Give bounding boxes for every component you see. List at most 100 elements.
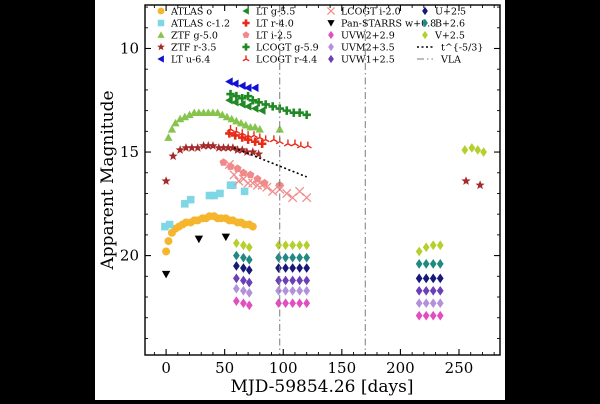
data-point xyxy=(243,91,253,101)
legend-label: LCOGT g-5.9 xyxy=(256,43,319,54)
data-point xyxy=(480,147,487,157)
data-point xyxy=(255,125,265,133)
data-point xyxy=(229,181,237,189)
legend-label: t^{-5/3} xyxy=(441,43,483,54)
series-3 xyxy=(161,141,485,190)
y-tick-label: 20 xyxy=(120,247,139,265)
legend-item: UVW1+2.5 xyxy=(328,55,395,66)
data-point xyxy=(240,275,247,286)
data-point xyxy=(227,114,236,123)
legend-label: LT i-2.5 xyxy=(256,31,292,42)
legend-item: ZTF r-3.5 xyxy=(157,43,216,54)
data-point xyxy=(289,285,296,296)
data-point xyxy=(237,145,247,154)
data-point xyxy=(296,275,304,286)
legend-item: ZTF g-5.0 xyxy=(157,31,218,42)
legend-label: B+2.6 xyxy=(435,19,465,30)
data-point xyxy=(461,145,469,155)
data-point xyxy=(422,285,430,296)
data-point xyxy=(164,237,173,246)
legend-item: LT g-5.5 xyxy=(242,7,295,18)
axis-ticks: 0 50 100 150 200 250 10 15 20 xyxy=(120,5,500,377)
data-point xyxy=(461,176,471,185)
data-point xyxy=(242,147,252,156)
legend-label: UVW1+2.5 xyxy=(341,55,395,66)
data-point xyxy=(415,285,423,296)
data-point xyxy=(162,247,171,256)
legend-item: UVM2+3.5 xyxy=(328,43,395,54)
data-point xyxy=(248,96,257,105)
data-point xyxy=(185,110,194,119)
legend-label: LT r-4.0 xyxy=(256,19,294,30)
data-point xyxy=(429,310,437,321)
data-point xyxy=(203,141,213,150)
data-point xyxy=(250,137,260,146)
data-point xyxy=(161,270,171,279)
data-point xyxy=(186,195,195,204)
data-point xyxy=(429,298,437,309)
data-point xyxy=(302,192,312,203)
data-point xyxy=(243,178,253,188)
data-point xyxy=(208,141,218,150)
data-point xyxy=(249,131,258,139)
data-point xyxy=(175,145,185,154)
data-point xyxy=(221,233,231,242)
axes-frame xyxy=(144,4,501,356)
data-point xyxy=(193,143,203,152)
data-point xyxy=(233,145,243,154)
data-point xyxy=(216,189,224,198)
data-point xyxy=(238,93,247,103)
x-tick-label: 150 xyxy=(328,359,357,377)
data-point xyxy=(296,240,304,251)
legend-item: LCOGT i-2.0 xyxy=(326,7,401,18)
data-point xyxy=(415,310,423,321)
data-point xyxy=(289,263,296,273)
data-point xyxy=(233,164,242,172)
data-point xyxy=(232,127,241,135)
data-point xyxy=(275,240,282,251)
data-point xyxy=(205,191,214,200)
data-point xyxy=(429,273,437,284)
data-point xyxy=(436,285,444,296)
data-point xyxy=(250,122,260,131)
data-point xyxy=(296,285,304,296)
data-point xyxy=(261,135,270,143)
legend-label: LCOGT r-4.4 xyxy=(256,55,317,66)
data-point xyxy=(239,168,248,177)
data-point xyxy=(289,252,296,263)
legend-item: LT i-2.5 xyxy=(242,31,292,42)
series-1 xyxy=(161,181,249,231)
data-point xyxy=(275,298,282,309)
data-point xyxy=(210,191,218,200)
data-point xyxy=(243,135,253,144)
data-point xyxy=(199,141,209,150)
data-point xyxy=(238,129,247,137)
series-8 xyxy=(226,89,311,119)
data-point xyxy=(282,188,292,199)
data-point xyxy=(429,240,437,251)
x-tick-label: 0 xyxy=(161,359,171,377)
legend-marker xyxy=(157,55,164,63)
data-point xyxy=(187,143,197,152)
series-14 xyxy=(233,273,444,296)
data-point xyxy=(246,170,255,179)
legend-item: t^{-5/3} xyxy=(417,43,483,54)
data-point xyxy=(262,182,272,192)
data-point xyxy=(224,159,235,170)
data-point xyxy=(218,143,229,152)
data-point xyxy=(168,151,178,161)
data-point xyxy=(296,141,305,149)
data-point xyxy=(243,83,252,93)
legend-item: ATLAS c-1.2 xyxy=(157,19,230,30)
legend-label: LT u-6.4 xyxy=(171,55,210,66)
data-point xyxy=(241,120,250,129)
data-point xyxy=(233,250,240,261)
legend-marker xyxy=(242,31,250,38)
data-point xyxy=(303,263,311,273)
data-point xyxy=(232,91,241,101)
data-point xyxy=(181,143,191,152)
legend-marker xyxy=(157,31,165,38)
data-point xyxy=(436,298,444,309)
data-point xyxy=(218,110,227,119)
